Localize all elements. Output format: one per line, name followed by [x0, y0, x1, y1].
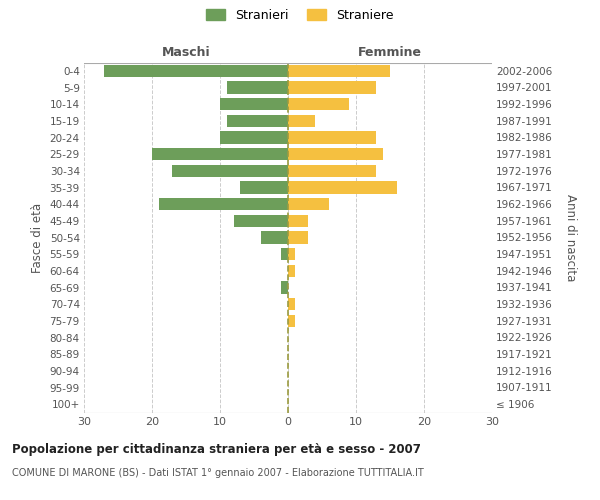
Bar — [220, 98, 288, 110]
Bar — [233, 214, 288, 227]
Bar — [288, 114, 315, 127]
Bar — [172, 164, 288, 177]
Bar — [288, 98, 349, 110]
Bar — [288, 298, 295, 310]
Text: COMUNE DI MARONE (BS) - Dati ISTAT 1° gennaio 2007 - Elaborazione TUTTITALIA.IT: COMUNE DI MARONE (BS) - Dati ISTAT 1° ge… — [12, 468, 424, 477]
Bar — [288, 148, 383, 160]
Text: Femmine: Femmine — [358, 46, 422, 59]
Text: Maschi: Maschi — [161, 46, 211, 59]
Bar — [159, 198, 288, 210]
Bar — [281, 281, 288, 293]
Bar — [104, 64, 288, 77]
Bar — [288, 264, 295, 277]
Y-axis label: Fasce di età: Fasce di età — [31, 202, 44, 272]
Bar — [281, 248, 288, 260]
Bar — [241, 181, 288, 194]
Bar — [288, 181, 397, 194]
Y-axis label: Anni di nascita: Anni di nascita — [564, 194, 577, 281]
Bar — [220, 131, 288, 144]
Bar — [288, 81, 376, 94]
Bar — [288, 214, 308, 227]
Text: Popolazione per cittadinanza straniera per età e sesso - 2007: Popolazione per cittadinanza straniera p… — [12, 442, 421, 456]
Bar — [152, 148, 288, 160]
Bar — [288, 231, 308, 244]
Bar — [227, 81, 288, 94]
Bar — [288, 164, 376, 177]
Bar — [261, 231, 288, 244]
Bar — [288, 248, 295, 260]
Bar — [288, 198, 329, 210]
Bar — [227, 114, 288, 127]
Legend: Stranieri, Straniere: Stranieri, Straniere — [206, 8, 394, 22]
Bar — [288, 131, 376, 144]
Bar — [288, 64, 390, 77]
Bar — [288, 314, 295, 327]
